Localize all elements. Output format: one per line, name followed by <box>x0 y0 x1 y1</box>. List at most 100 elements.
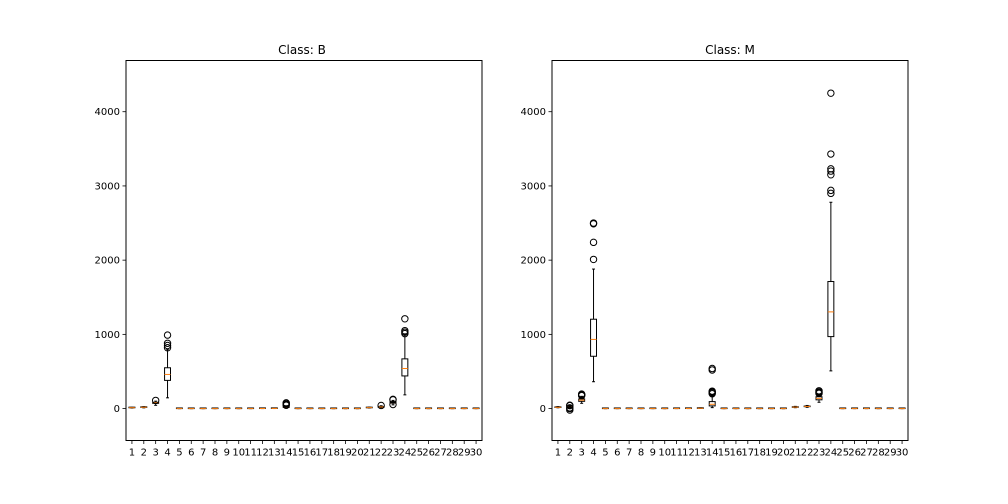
x-tick-label-m-16: 17 <box>741 448 754 459</box>
box-b-2 <box>140 406 148 409</box>
x-tick-label-m-15: 16 <box>730 448 743 459</box>
box-body <box>401 358 409 377</box>
x-tick-label-b-16: 17 <box>315 448 328 459</box>
x-tick-label-b-1: 2 <box>141 448 147 459</box>
x-tick-label-m-27: 28 <box>872 448 885 459</box>
box-m-16 <box>732 407 740 410</box>
x-tick-label-b-17: 18 <box>327 448 340 459</box>
outlier-point <box>589 219 598 227</box>
box-m-4 <box>589 219 598 383</box>
x-tick-label-b-25: 26 <box>422 448 435 459</box>
x-tick-label-b-10: 11 <box>244 448 257 459</box>
x-tick-label-m-6: 7 <box>626 448 632 459</box>
outlier-point <box>827 165 835 173</box>
box-b-1 <box>128 406 136 409</box>
x-tick-label-m-25: 26 <box>848 448 861 459</box>
outlier-point <box>401 326 409 335</box>
box-b-18 <box>330 407 338 410</box>
x-tick-label-m-13: 14 <box>706 448 719 459</box>
outlier-point <box>163 344 172 352</box>
box-b-26 <box>425 407 433 410</box>
subplot-title-m: Class: M <box>705 43 755 57</box>
x-tick-label-b-14: 15 <box>292 448 305 459</box>
x-tick-label-m-2: 3 <box>578 448 584 459</box>
x-tick-label-b-19: 20 <box>351 448 364 459</box>
y-tick-label-m-3: 3000 <box>521 181 546 192</box>
x-tick-label-b-28: 29 <box>458 448 471 459</box>
x-tick-label-m-19: 20 <box>777 448 790 459</box>
x-tick-label-b-0: 1 <box>129 448 135 459</box>
box-b-15 <box>294 407 302 410</box>
box-b-28 <box>448 407 456 410</box>
x-tick-label-b-29: 30 <box>470 448 483 459</box>
box-m-7 <box>625 407 633 410</box>
x-tick-label-b-22: 23 <box>387 448 400 459</box>
y-tick-label-b-2: 2000 <box>95 256 120 267</box>
box-body <box>827 281 835 338</box>
box-m-10 <box>661 407 669 410</box>
x-tick-label-m-20: 21 <box>789 448 802 459</box>
x-tick-label-b-8: 9 <box>224 448 230 459</box>
x-tick-label-m-11: 12 <box>682 448 695 459</box>
box-m-1 <box>554 406 562 409</box>
x-tick-label-b-13: 14 <box>280 448 293 459</box>
box-m-22 <box>803 404 811 408</box>
x-tick-label-b-6: 7 <box>200 448 206 459</box>
x-tick-label-m-14: 15 <box>718 448 731 459</box>
box-m-12 <box>685 407 692 410</box>
x-tick-label-b-2: 3 <box>152 448 158 459</box>
box-b-21 <box>365 406 373 409</box>
x-tick-label-m-22: 23 <box>813 448 826 459</box>
x-tick-label-m-5: 6 <box>614 448 620 459</box>
y-tick-label-m-1: 1000 <box>521 330 546 341</box>
box-m-19 <box>768 407 775 410</box>
x-tick-label-m-28: 29 <box>884 448 897 459</box>
box-m-28 <box>874 407 882 410</box>
x-tick-label-m-7: 8 <box>638 448 644 459</box>
outlier-point <box>389 395 397 404</box>
x-tick-label-m-4: 5 <box>602 448 608 459</box>
box-b-23 <box>389 395 397 409</box>
box-m-27 <box>863 407 870 410</box>
outlier-point <box>163 341 172 350</box>
box-b-30 <box>472 407 480 410</box>
box-body <box>590 318 597 357</box>
box-b-25 <box>413 407 421 410</box>
box-b-27 <box>437 407 444 410</box>
box-m-24 <box>827 89 835 372</box>
outlier-point <box>377 401 385 410</box>
outlier-point <box>708 364 716 373</box>
box-b-24 <box>401 315 409 396</box>
box-m-21 <box>791 405 799 409</box>
box-m-3 <box>577 390 586 404</box>
x-tick-label-m-29: 30 <box>896 448 909 459</box>
box-m-25 <box>839 407 847 410</box>
box-m-23 <box>815 387 823 403</box>
x-tick-label-b-3: 4 <box>164 448 170 459</box>
box-b-20 <box>353 407 361 410</box>
x-tick-label-b-12: 13 <box>268 448 281 459</box>
box-b-5 <box>175 407 183 410</box>
x-tick-label-b-4: 5 <box>176 448 182 459</box>
y-tick-label-m-2: 2000 <box>521 256 546 267</box>
box-b-9 <box>223 407 231 410</box>
box-m-20 <box>779 407 787 410</box>
x-tick-label-m-8: 9 <box>650 448 656 459</box>
outlier-point <box>815 387 823 395</box>
x-tick-label-m-17: 18 <box>753 448 766 459</box>
x-tick-label-b-27: 28 <box>446 448 459 459</box>
box-m-11 <box>673 407 681 410</box>
axes-frame-m <box>551 60 909 441</box>
outlier-point <box>589 255 598 264</box>
x-tick-label-b-7: 8 <box>212 448 218 459</box>
box-b-29 <box>460 407 468 410</box>
box-m-14 <box>708 364 716 409</box>
x-tick-label-m-1: 2 <box>567 448 573 459</box>
box-b-4 <box>163 331 172 399</box>
box-b-13 <box>270 407 278 410</box>
